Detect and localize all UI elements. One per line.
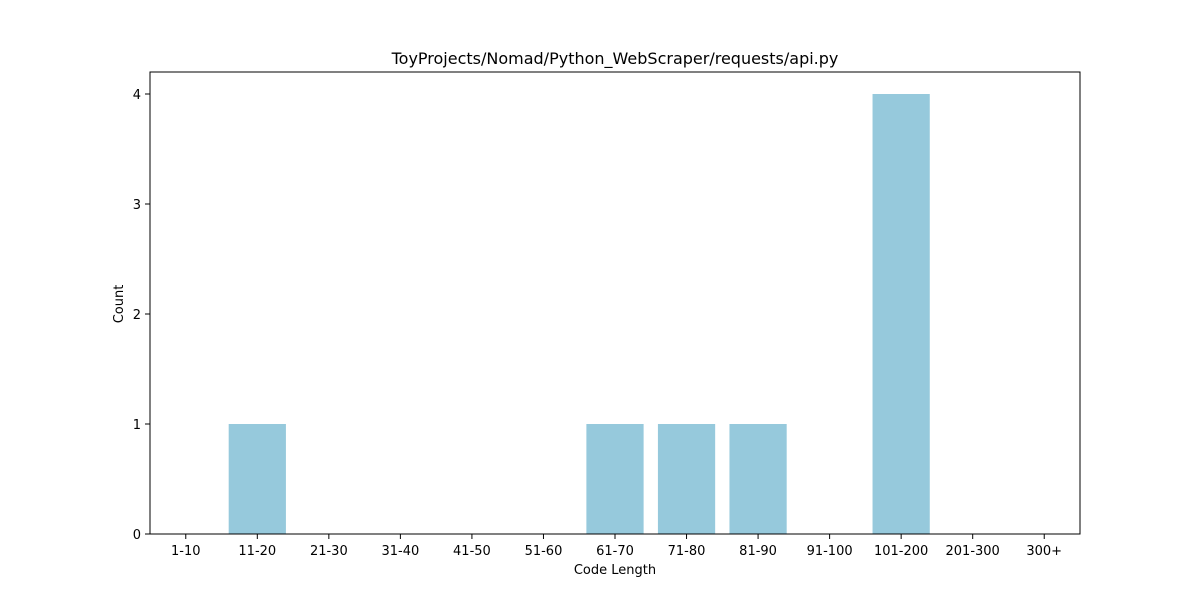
- y-tick-label: 2: [133, 308, 141, 323]
- bar-81-90: [729, 424, 787, 534]
- plot-area-frame: [149, 71, 1081, 535]
- x-tick-label: 21-30: [310, 544, 348, 559]
- x-tick-label: 61-70: [596, 544, 634, 559]
- bar-61-70: [586, 424, 644, 534]
- y-axis-ticks: 0 1 2 3 4: [133, 88, 150, 543]
- y-axis-title: Count: [112, 285, 127, 324]
- x-tick-label: 71-80: [668, 544, 706, 559]
- x-tick-label: 81-90: [739, 544, 777, 559]
- y-tick-label: 4: [133, 88, 141, 103]
- bar-11-20: [228, 424, 286, 534]
- x-tick-label: 31-40: [381, 544, 419, 559]
- y-tick-label: 3: [133, 198, 141, 213]
- chart-title: ToyProjects/Nomad/Python_WebScraper/requ…: [391, 49, 839, 69]
- bar-71-80: [657, 424, 716, 534]
- bars-group: [228, 94, 930, 534]
- x-axis-ticks: 1-10 11-20 21-30 31-40 41-50 51-60 61-70 71-80 8…: [171, 534, 1062, 559]
- x-tick-label: 51-60: [525, 544, 563, 559]
- x-tick-label: 300+: [1026, 544, 1062, 559]
- x-tick-label: 91-100: [807, 544, 853, 559]
- x-tick-label: 201-300: [946, 544, 1000, 559]
- y-tick-label: 1: [133, 418, 141, 433]
- x-axis-title: Code Length: [574, 563, 656, 578]
- x-tick-label: 11-20: [238, 544, 276, 559]
- x-tick-label: 41-50: [453, 544, 491, 559]
- y-tick-label: 0: [133, 528, 141, 543]
- x-tick-label: 101-200: [874, 544, 928, 559]
- x-tick-label: 1-10: [171, 544, 201, 559]
- bar-101-200: [872, 94, 930, 534]
